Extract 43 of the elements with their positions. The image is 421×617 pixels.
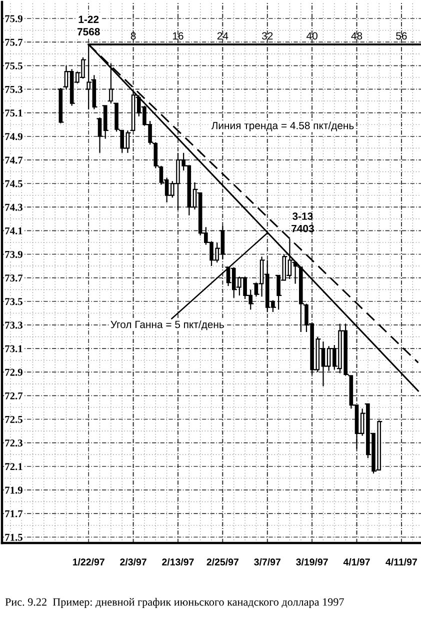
y-tick-label: 73.1	[5, 345, 22, 352]
x-tick-label: 3/19/97	[296, 558, 328, 566]
y-tick-label: 71.5	[5, 534, 22, 541]
text: Рис. 9.22 Пример: дневной график июньского канадского доллара 1997	[5, 598, 344, 608]
y-tick-label: 73.5	[5, 298, 22, 306]
x2-tick-label: 16	[172, 32, 184, 40]
x-tick-label: 2/13/97	[162, 558, 194, 566]
y-tick-label: 73.9	[5, 250, 22, 258]
y-tick-label: 72.9	[5, 368, 22, 376]
y-tick-label: 74.5	[5, 180, 22, 188]
x-tick-label: 3/7/97	[254, 558, 280, 566]
y-tick-label: 72.3	[5, 440, 22, 447]
x-tick-label: 2/25/97	[206, 558, 238, 566]
y-tick-label: 73.7	[5, 274, 23, 282]
x2-tick-label: 40	[306, 32, 318, 40]
x-tick-label: 4/1/97	[343, 558, 370, 566]
y-tick-label: 71.9	[5, 486, 22, 494]
annotation: 1-22 7568	[77, 16, 100, 36]
y-tick-label: 74.3	[5, 204, 22, 211]
annotation: 3-13 7403	[292, 212, 314, 232]
y-tick-label: 72.5	[5, 416, 22, 424]
y-tick-label: 75.1	[5, 110, 22, 117]
y-tick-label: 75.7	[5, 38, 23, 46]
x-tick-label: 4/11/97	[386, 558, 417, 566]
x2-tick-label: 32	[262, 32, 273, 40]
y-tick-label: 72.7	[5, 392, 23, 400]
y-tick-label: 75.5	[5, 62, 22, 70]
y-tick-label: 72.1	[5, 463, 22, 470]
annotation: Линия тренда = 4.58 пкт/день	[211, 122, 354, 132]
y-tick-label: 74.7	[5, 156, 23, 164]
x2-tick-label: 48	[351, 32, 362, 40]
x-tick-label: 2/3/97	[120, 558, 146, 566]
x-tick-label: 1/22/97	[72, 558, 104, 566]
y-tick-label: 75.9	[5, 15, 22, 22]
x2-tick-label: 24	[217, 32, 228, 40]
y-tick-label: 71.7	[5, 510, 23, 518]
annotation: Угол Ганна = 5 пкт/день	[110, 320, 224, 330]
y-tick-label: 74.9	[5, 133, 22, 140]
x2-tick-label: 8	[130, 32, 136, 40]
y-tick-label: 75.3	[5, 86, 22, 93]
x2-tick-label: 56	[396, 32, 407, 40]
y-tick-label: 74.1	[5, 227, 22, 234]
y-tick-label: 73.3	[5, 322, 22, 329]
